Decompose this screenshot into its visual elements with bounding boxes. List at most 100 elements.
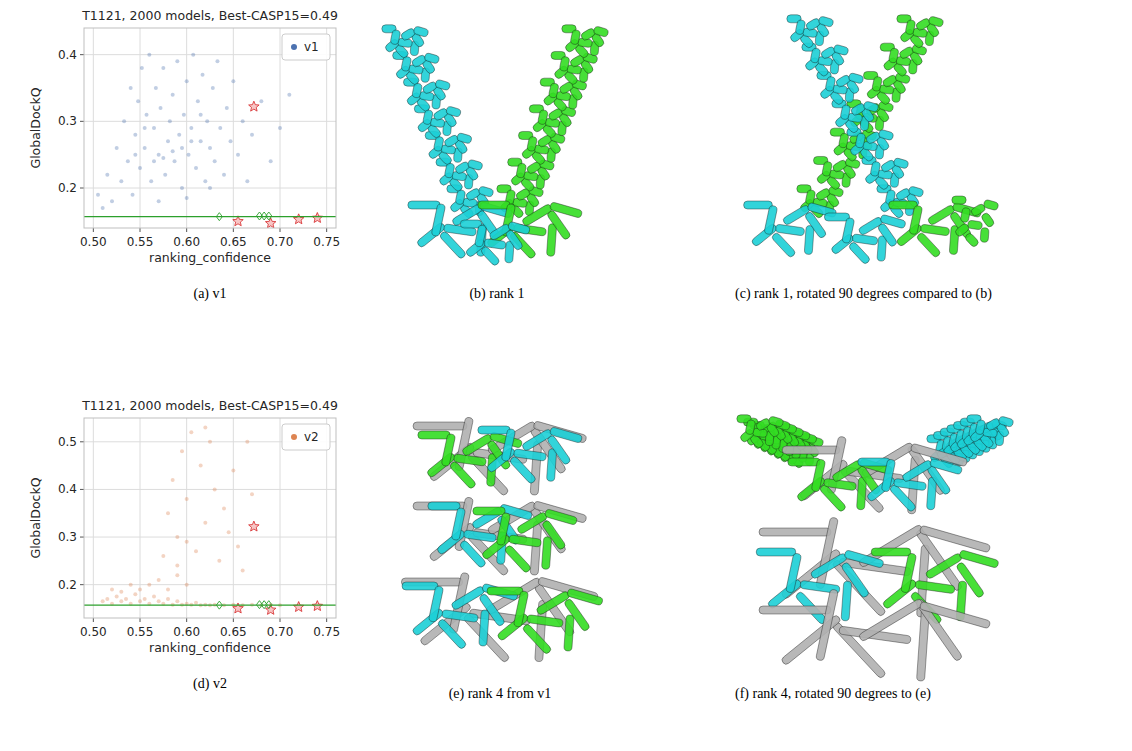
legend-label: v1: [304, 40, 319, 54]
helix: [521, 203, 553, 227]
tick-label: 0.2: [58, 578, 77, 592]
tick: [186, 618, 187, 622]
helix: [428, 502, 460, 510]
structure-c: [744, 15, 999, 265]
helix: [537, 109, 548, 125]
helix: [509, 455, 537, 484]
tick-label: 0.50: [80, 235, 107, 249]
helix: [549, 427, 582, 444]
protein-domain: [847, 128, 894, 162]
helix: [455, 189, 466, 205]
star-marker: [293, 214, 303, 224]
point: [194, 166, 198, 170]
helix: [810, 48, 821, 64]
protein-domain: [393, 51, 440, 85]
helix: [513, 591, 528, 628]
point: [143, 146, 147, 150]
point: [191, 53, 195, 57]
helix: [428, 522, 475, 562]
helix: [516, 163, 527, 179]
point: [199, 139, 203, 143]
helix: [998, 416, 1014, 428]
helix: [478, 593, 505, 627]
helix: [768, 416, 784, 428]
marks: [84, 53, 336, 228]
helix: [570, 29, 581, 45]
helix: [546, 449, 556, 482]
helix: [767, 578, 803, 609]
caption: (d) v2: [193, 676, 227, 692]
protein-domain: [862, 156, 909, 190]
helix: [804, 211, 827, 239]
tick: [80, 121, 84, 122]
protein-domain: [414, 105, 461, 139]
star-marker: [233, 216, 243, 226]
helix: [745, 419, 756, 435]
protein-domain: [460, 220, 530, 267]
helix: [980, 228, 989, 243]
tick-label: 0.60: [173, 625, 200, 639]
helix: [956, 561, 985, 598]
helix: [848, 241, 871, 265]
grid-line: [84, 537, 336, 538]
point: [96, 193, 100, 197]
point: [115, 595, 119, 599]
helix: [771, 232, 796, 259]
point: [175, 599, 179, 603]
point: [194, 549, 198, 553]
tick-label: 0.55: [127, 235, 154, 249]
helix: [479, 610, 489, 646]
point: [215, 59, 219, 63]
structure-f: [737, 415, 1014, 681]
helix: [424, 52, 440, 64]
helix: [858, 458, 890, 466]
tick: [93, 618, 94, 622]
helix: [928, 16, 944, 28]
protein-domain: [487, 587, 603, 655]
point: [147, 53, 151, 57]
helix: [858, 598, 924, 642]
point: [159, 106, 163, 110]
point: [119, 179, 123, 183]
helix: [841, 581, 852, 621]
point: [101, 206, 105, 210]
helix: [927, 204, 956, 226]
plot-area: [84, 418, 336, 618]
protein-domain: [562, 25, 609, 59]
plot-area: [84, 28, 336, 228]
point: [175, 564, 179, 568]
chart-title: T1121, 2000 models, Best-CASP15=0.49: [81, 8, 338, 23]
helix: [449, 460, 477, 489]
figure: 0.500.550.600.650.700.750.20.30.4T1121, …: [0, 0, 1132, 751]
grid-line: [93, 418, 94, 618]
point: [171, 93, 175, 97]
caption-line: (a) v1: [193, 286, 226, 302]
helix: [541, 537, 551, 570]
caption-line: (d) v2: [193, 676, 227, 692]
point: [208, 186, 212, 190]
structure-b: [382, 25, 609, 267]
protein-domain: [473, 507, 578, 574]
grid-line: [280, 418, 281, 618]
helix: [530, 441, 542, 495]
point: [133, 592, 137, 596]
protein-domain: [863, 71, 910, 105]
helix: [487, 587, 523, 595]
tick: [80, 54, 84, 55]
helix: [478, 186, 494, 198]
point: [217, 559, 221, 563]
helix: [759, 606, 831, 614]
helix: [473, 507, 505, 515]
point: [131, 193, 135, 197]
helix: [919, 601, 990, 629]
tick-label: 0.70: [267, 235, 294, 249]
point: [189, 139, 193, 143]
protein-domain: [830, 128, 877, 162]
helix: [527, 136, 538, 152]
protein-domain: [403, 78, 450, 112]
helix: [964, 232, 980, 248]
helix: [431, 203, 446, 236]
helix: [439, 230, 467, 259]
helix: [840, 104, 851, 120]
legend: v1: [282, 34, 330, 60]
